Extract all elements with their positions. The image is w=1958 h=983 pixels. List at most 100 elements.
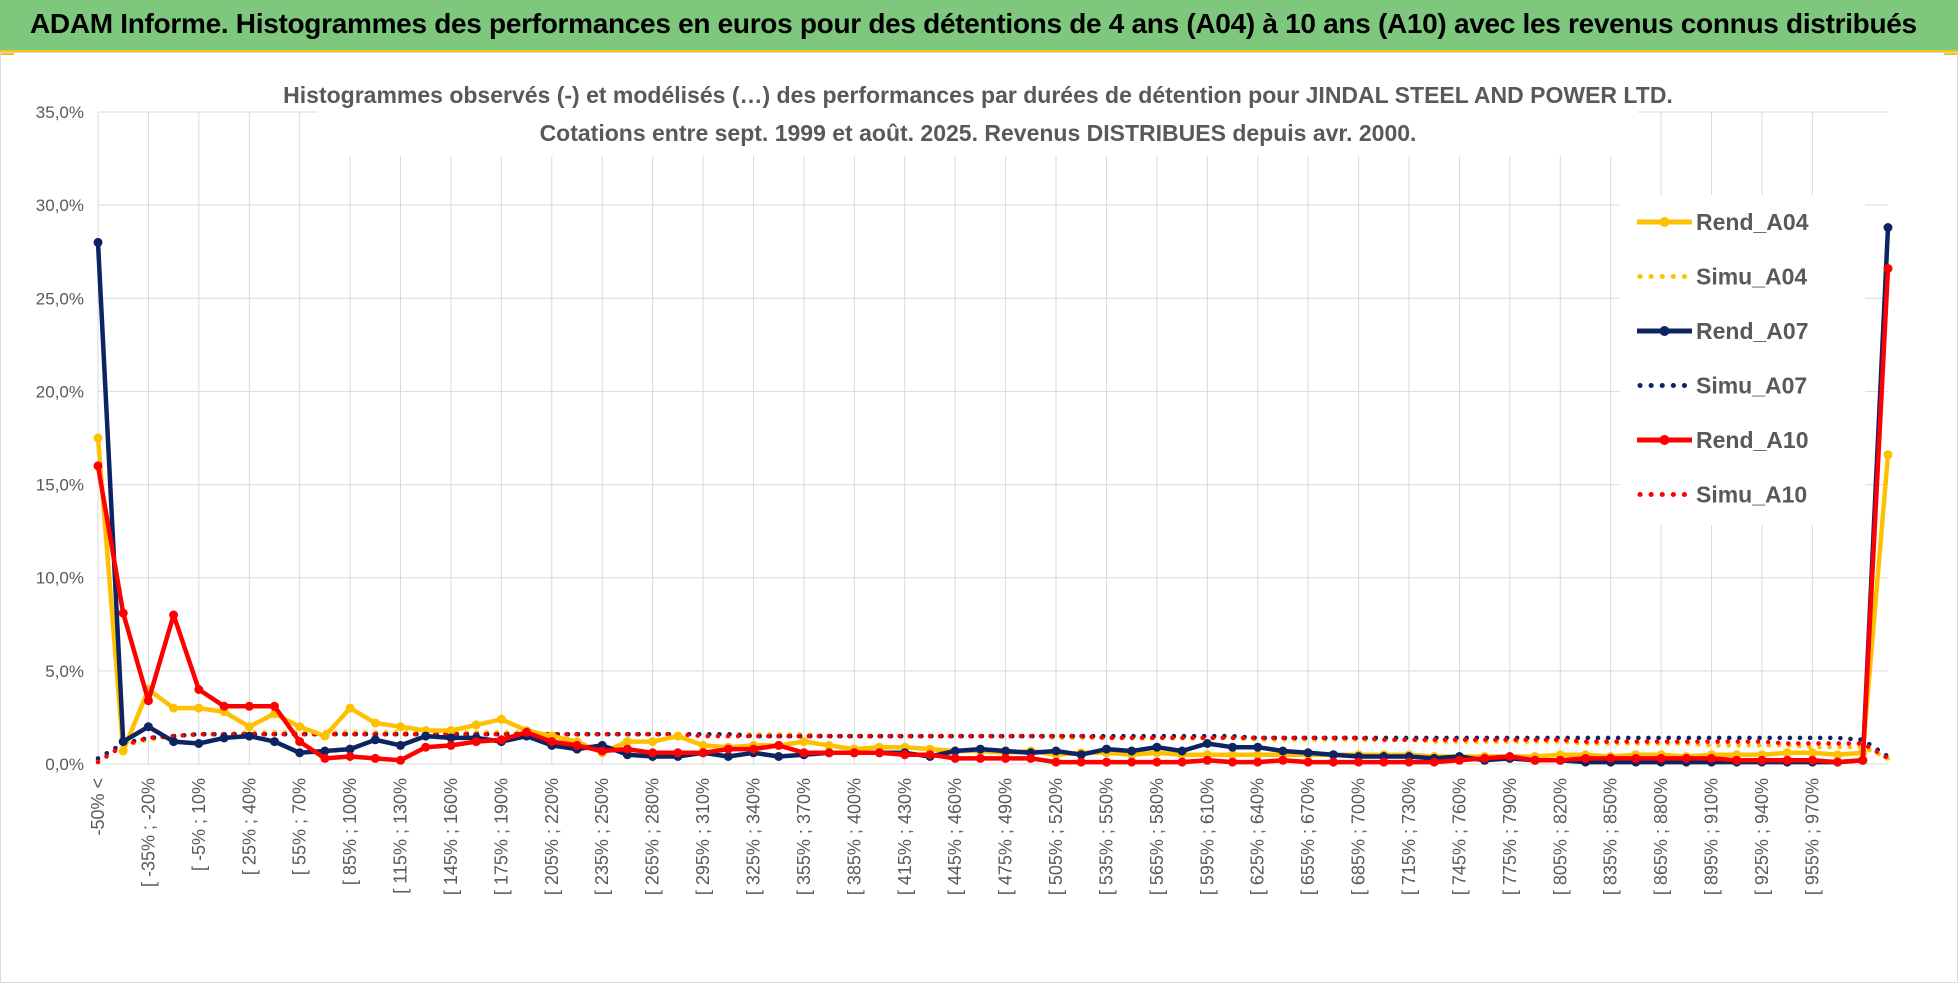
data-point bbox=[1202, 739, 1212, 748]
data-point bbox=[471, 737, 481, 747]
data-point bbox=[1631, 753, 1641, 763]
y-tick-label: 25,0% bbox=[36, 289, 84, 308]
data-point bbox=[370, 753, 380, 763]
data-point bbox=[1001, 753, 1011, 763]
data-point bbox=[1757, 755, 1767, 765]
data-point bbox=[496, 735, 506, 745]
data-point bbox=[345, 703, 355, 713]
data-point bbox=[1833, 750, 1843, 760]
legend-label: Simu_A04 bbox=[1696, 264, 1807, 290]
x-tick-label: [ 265% ; 280% bbox=[643, 778, 663, 895]
data-point bbox=[1102, 757, 1111, 767]
legend-item: Simu_A04 bbox=[1637, 264, 1807, 290]
data-point bbox=[1454, 755, 1464, 765]
data-point bbox=[1076, 750, 1086, 760]
data-point bbox=[648, 748, 658, 758]
data-point bbox=[622, 737, 632, 747]
data-point bbox=[1354, 757, 1364, 767]
data-point bbox=[824, 748, 834, 758]
y-tick-label: 15,0% bbox=[36, 476, 84, 495]
data-point bbox=[118, 608, 128, 618]
x-tick-label: [ 715% ; 730% bbox=[1399, 778, 1419, 895]
legend-background bbox=[1620, 195, 1865, 525]
data-point bbox=[1732, 755, 1742, 765]
data-point bbox=[1480, 753, 1490, 763]
data-point bbox=[1883, 223, 1893, 232]
x-tick-label: [ 415% ; 430% bbox=[895, 778, 915, 895]
x-tick-label: [ 175% ; 190% bbox=[491, 778, 511, 895]
data-point bbox=[950, 753, 960, 763]
data-point bbox=[1051, 746, 1061, 756]
data-point bbox=[1656, 753, 1666, 763]
data-point bbox=[194, 703, 204, 713]
chart-title-background bbox=[318, 74, 1638, 156]
data-point bbox=[1883, 264, 1893, 273]
data-point bbox=[270, 737, 279, 747]
data-point bbox=[547, 737, 557, 747]
series-simu-a10 bbox=[95, 731, 1891, 765]
data-point bbox=[219, 701, 229, 711]
x-tick-label: [ 325% ; 340% bbox=[743, 778, 763, 895]
data-point bbox=[93, 461, 103, 471]
data-point bbox=[93, 237, 103, 247]
data-point bbox=[194, 739, 204, 748]
data-point bbox=[421, 742, 431, 752]
x-tick-label: [ 625% ; 640% bbox=[1248, 778, 1268, 895]
data-point bbox=[975, 753, 985, 763]
data-point bbox=[471, 720, 481, 730]
x-tick-label: [ 865% ; 880% bbox=[1651, 778, 1671, 895]
data-point bbox=[194, 685, 204, 694]
x-tick-label: [ 595% ; 610% bbox=[1197, 778, 1217, 895]
x-tick-label: [ 925% ; 940% bbox=[1752, 778, 1772, 895]
data-point bbox=[169, 737, 179, 747]
x-tick-label: [ 565% ; 580% bbox=[1147, 778, 1167, 895]
y-tick-label: 35,0% bbox=[36, 103, 84, 122]
data-point bbox=[169, 703, 179, 713]
data-point bbox=[1026, 753, 1036, 763]
data-point bbox=[93, 433, 103, 443]
data-point bbox=[1278, 755, 1288, 765]
data-point bbox=[345, 744, 355, 754]
data-point bbox=[900, 750, 910, 760]
legend: Rend_A04 Simu_A04 Rend_A07 Simu_A07 Rend_A10… bbox=[1637, 209, 1809, 508]
x-axis-ticks: -50% < [ -35% ; -20% [ -5% ; 10% [ 25% ; 40… bbox=[88, 778, 1822, 895]
legend-marker bbox=[1659, 326, 1670, 336]
x-tick-label: [ 535% ; 550% bbox=[1096, 778, 1116, 895]
legend-marker bbox=[1659, 435, 1670, 445]
data-point bbox=[169, 610, 179, 620]
data-point bbox=[1883, 450, 1893, 460]
x-tick-label: [ 55% ; 70% bbox=[290, 778, 310, 875]
data-point bbox=[572, 740, 582, 750]
data-point bbox=[950, 746, 960, 756]
data-point bbox=[118, 737, 128, 747]
data-point bbox=[421, 731, 431, 741]
data-point bbox=[143, 696, 153, 706]
data-point bbox=[622, 744, 632, 754]
series-line bbox=[95, 731, 1891, 765]
series-rend-a10 bbox=[93, 264, 1893, 767]
data-point bbox=[1379, 757, 1389, 767]
data-point bbox=[446, 740, 456, 750]
x-tick-label: [ 295% ; 310% bbox=[693, 778, 713, 895]
data-point bbox=[522, 727, 532, 737]
data-point bbox=[370, 718, 380, 728]
data-point bbox=[1530, 755, 1540, 765]
legend-item: Simu_A10 bbox=[1637, 482, 1807, 508]
x-tick-label: [ 385% ; 400% bbox=[844, 778, 864, 895]
data-point bbox=[1051, 757, 1061, 767]
data-point bbox=[673, 748, 683, 758]
data-point bbox=[1253, 750, 1263, 760]
x-tick-label: [ 835% ; 850% bbox=[1601, 778, 1621, 895]
legend-label: Simu_A07 bbox=[1696, 373, 1807, 399]
y-tick-label: 0,0% bbox=[45, 755, 84, 774]
x-tick-label: [ 25% ; 40% bbox=[239, 778, 259, 875]
y-tick-label: 5,0% bbox=[45, 662, 84, 681]
series-line bbox=[95, 225, 1891, 765]
data-point bbox=[799, 748, 809, 758]
y-tick-label: 30,0% bbox=[36, 196, 84, 215]
data-point bbox=[1202, 755, 1212, 765]
data-point bbox=[345, 752, 355, 761]
data-point bbox=[1404, 757, 1414, 767]
data-point bbox=[875, 748, 884, 758]
data-point bbox=[1152, 757, 1162, 767]
